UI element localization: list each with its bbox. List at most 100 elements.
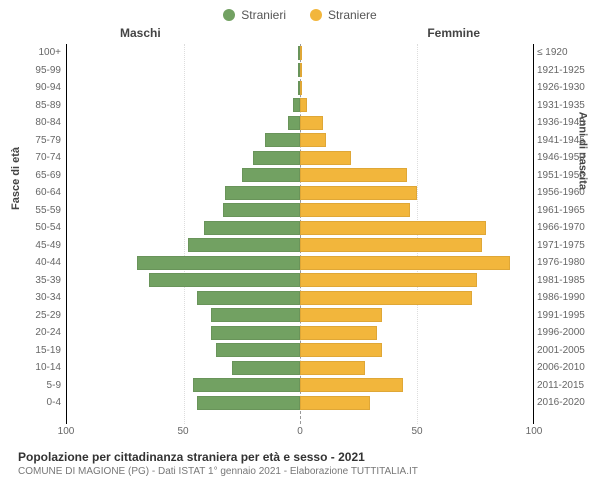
pyramid-row: 35-391981-1985 <box>67 272 533 290</box>
birth-year-label: 1941-1945 <box>537 135 591 146</box>
bar-male <box>288 116 300 130</box>
pyramid-row: 20-241996-2000 <box>67 324 533 342</box>
bar-male <box>204 221 300 235</box>
birth-year-label: 1966-1970 <box>537 222 591 233</box>
pyramid-row: 85-891931-1935 <box>67 97 533 115</box>
bar-male <box>253 151 300 165</box>
bar-male <box>211 308 300 322</box>
birth-year-label: 1951-1955 <box>537 170 591 181</box>
bar-male <box>197 291 300 305</box>
birth-year-label: ≤ 1920 <box>537 47 591 58</box>
bar-male <box>216 343 300 357</box>
bar-female <box>300 46 302 60</box>
pyramid-row: 45-491971-1975 <box>67 237 533 255</box>
x-tick: 0 <box>297 426 303 437</box>
bar-female <box>300 151 351 165</box>
bar-male <box>265 133 300 147</box>
x-tick: 100 <box>526 426 543 437</box>
age-label: 85-89 <box>27 100 61 111</box>
birth-year-label: 1956-1960 <box>537 187 591 198</box>
bar-female <box>300 343 382 357</box>
birth-year-label: 1981-1985 <box>537 275 591 286</box>
chart-footer: Popolazione per cittadinanza straniera p… <box>0 442 600 477</box>
age-label: 100+ <box>27 47 61 58</box>
age-label: 25-29 <box>27 310 61 321</box>
age-label: 75-79 <box>27 135 61 146</box>
pyramid-row: 80-841936-1940 <box>67 114 533 132</box>
bar-female <box>300 308 382 322</box>
column-headers: Maschi Femmine <box>0 22 600 40</box>
birth-year-label: 1971-1975 <box>537 240 591 251</box>
plot-area: 100+≤ 192095-991921-192590-941926-193085… <box>66 44 534 424</box>
bar-male <box>211 326 300 340</box>
x-tick: 50 <box>177 426 188 437</box>
birth-year-label: 1961-1965 <box>537 205 591 216</box>
age-label: 80-84 <box>27 117 61 128</box>
pyramid-row: 15-192001-2005 <box>67 342 533 360</box>
pyramid-row: 75-791941-1945 <box>67 132 533 150</box>
age-label: 60-64 <box>27 187 61 198</box>
pyramid-row: 90-941926-1930 <box>67 79 533 97</box>
pyramid-row: 95-991921-1925 <box>67 62 533 80</box>
age-label: 40-44 <box>27 257 61 268</box>
chart-title: Popolazione per cittadinanza straniera p… <box>18 450 588 464</box>
bar-male <box>137 256 300 270</box>
pyramid-row: 65-691951-1955 <box>67 167 533 185</box>
age-label: 95-99 <box>27 65 61 76</box>
age-label: 5-9 <box>27 380 61 391</box>
legend-swatch-male <box>223 9 235 21</box>
header-male: Maschi <box>120 26 161 40</box>
pyramid-row: 50-541966-1970 <box>67 219 533 237</box>
pyramid-row: 100+≤ 1920 <box>67 44 533 62</box>
bar-female <box>300 203 410 217</box>
birth-year-label: 2016-2020 <box>537 397 591 408</box>
age-label: 30-34 <box>27 292 61 303</box>
legend: Stranieri Straniere <box>0 0 600 22</box>
pyramid-row: 60-641956-1960 <box>67 184 533 202</box>
pyramid-row: 0-42016-2020 <box>67 394 533 412</box>
birth-year-label: 1946-1950 <box>537 152 591 163</box>
age-label: 70-74 <box>27 152 61 163</box>
bar-male <box>225 186 300 200</box>
legend-item-male: Stranieri <box>223 8 286 22</box>
bar-female <box>300 133 326 147</box>
bar-female <box>300 81 302 95</box>
bar-female <box>300 116 323 130</box>
age-label: 0-4 <box>27 397 61 408</box>
bar-female <box>300 326 377 340</box>
chart-source: COMUNE DI MAGIONE (PG) - Dati ISTAT 1° g… <box>18 464 588 477</box>
bar-female <box>300 238 482 252</box>
age-label: 55-59 <box>27 205 61 216</box>
bar-male <box>188 238 300 252</box>
bar-male <box>293 98 300 112</box>
bar-male <box>223 203 300 217</box>
birth-year-label: 1986-1990 <box>537 292 591 303</box>
pyramid-row: 70-741946-1950 <box>67 149 533 167</box>
age-label: 45-49 <box>27 240 61 251</box>
bar-female <box>300 186 417 200</box>
bar-female <box>300 378 403 392</box>
birth-year-label: 1921-1925 <box>537 65 591 76</box>
bar-male <box>242 168 300 182</box>
age-label: 10-14 <box>27 362 61 373</box>
birth-year-label: 1926-1930 <box>537 82 591 93</box>
pyramid-row: 55-591961-1965 <box>67 202 533 220</box>
birth-year-label: 1931-1935 <box>537 100 591 111</box>
birth-year-label: 1991-1995 <box>537 310 591 321</box>
bar-male <box>193 378 300 392</box>
age-label: 35-39 <box>27 275 61 286</box>
bar-female <box>300 273 477 287</box>
bar-female <box>300 63 302 77</box>
bar-female <box>300 361 365 375</box>
x-tick: 50 <box>411 426 422 437</box>
bar-female <box>300 168 407 182</box>
age-label: 90-94 <box>27 82 61 93</box>
bar-female <box>300 291 472 305</box>
pyramid-row: 10-142006-2010 <box>67 359 533 377</box>
bar-male <box>197 396 300 410</box>
bar-male <box>149 273 300 287</box>
legend-swatch-female <box>310 9 322 21</box>
bar-female <box>300 98 307 112</box>
age-label: 15-19 <box>27 345 61 356</box>
birth-year-label: 1976-1980 <box>537 257 591 268</box>
